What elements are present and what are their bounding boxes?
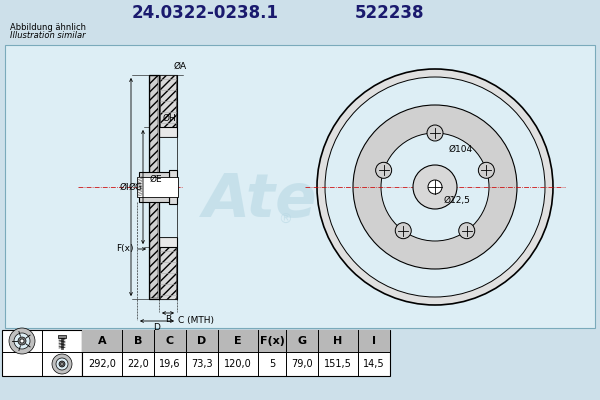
Text: 292,0: 292,0 xyxy=(88,359,116,369)
Text: 120,0: 120,0 xyxy=(224,359,252,369)
Text: ØG: ØG xyxy=(129,182,143,192)
Bar xyxy=(159,237,177,247)
Text: I: I xyxy=(372,336,376,346)
Text: D: D xyxy=(197,336,206,346)
Bar xyxy=(159,137,177,237)
Circle shape xyxy=(459,223,475,239)
Circle shape xyxy=(413,165,457,209)
Bar xyxy=(82,330,390,352)
Text: C: C xyxy=(166,336,174,346)
Circle shape xyxy=(325,77,545,297)
Bar xyxy=(139,172,169,202)
Text: G: G xyxy=(298,336,307,346)
Text: ®: ® xyxy=(278,213,292,227)
Text: B: B xyxy=(165,316,171,324)
Circle shape xyxy=(14,333,30,349)
Text: 22,0: 22,0 xyxy=(127,359,149,369)
Bar xyxy=(58,335,66,338)
Circle shape xyxy=(376,162,392,178)
Text: F(x): F(x) xyxy=(116,244,134,254)
Bar xyxy=(82,330,390,376)
Circle shape xyxy=(428,180,442,194)
Bar xyxy=(159,75,177,127)
Text: D: D xyxy=(154,324,160,332)
Circle shape xyxy=(56,358,68,370)
Text: ØE: ØE xyxy=(149,174,163,184)
Circle shape xyxy=(61,363,63,365)
Text: H: H xyxy=(334,336,343,346)
Text: Ø12,5: Ø12,5 xyxy=(444,196,471,206)
Text: 79,0: 79,0 xyxy=(291,359,313,369)
Text: B: B xyxy=(134,336,142,346)
Bar xyxy=(137,177,178,197)
Bar xyxy=(149,75,159,299)
Text: 73,3: 73,3 xyxy=(191,359,213,369)
Text: A: A xyxy=(98,336,106,346)
Text: 19,6: 19,6 xyxy=(159,359,181,369)
Text: ØH: ØH xyxy=(162,114,176,122)
Circle shape xyxy=(317,69,553,305)
Text: Illustration similar: Illustration similar xyxy=(10,30,86,40)
Bar xyxy=(160,75,176,127)
Text: ØA: ØA xyxy=(173,62,187,70)
Bar xyxy=(169,170,177,204)
Bar xyxy=(150,76,158,298)
Circle shape xyxy=(9,328,35,354)
Text: 522238: 522238 xyxy=(355,4,425,22)
Text: F(x): F(x) xyxy=(260,336,284,346)
Text: 151,5: 151,5 xyxy=(324,359,352,369)
Circle shape xyxy=(18,337,26,345)
Text: Ate: Ate xyxy=(203,170,317,230)
Circle shape xyxy=(20,339,24,343)
Bar xyxy=(2,330,82,376)
Text: ØI: ØI xyxy=(119,182,129,192)
Circle shape xyxy=(395,223,411,239)
Circle shape xyxy=(59,361,65,367)
Text: Abbildung ähnlich: Abbildung ähnlich xyxy=(10,22,86,32)
Text: 14,5: 14,5 xyxy=(363,359,385,369)
Circle shape xyxy=(478,162,494,178)
Bar xyxy=(159,247,177,299)
Bar xyxy=(5,45,595,328)
Text: Ø104: Ø104 xyxy=(449,144,473,154)
Text: C (MTH): C (MTH) xyxy=(178,316,214,324)
Bar xyxy=(159,127,177,137)
Circle shape xyxy=(52,354,72,374)
Text: E: E xyxy=(234,336,242,346)
Text: 24.0322-0238.1: 24.0322-0238.1 xyxy=(131,4,278,22)
Text: 5: 5 xyxy=(269,359,275,369)
Circle shape xyxy=(381,133,489,241)
Circle shape xyxy=(353,105,517,269)
Circle shape xyxy=(427,125,443,141)
Bar xyxy=(160,247,176,299)
